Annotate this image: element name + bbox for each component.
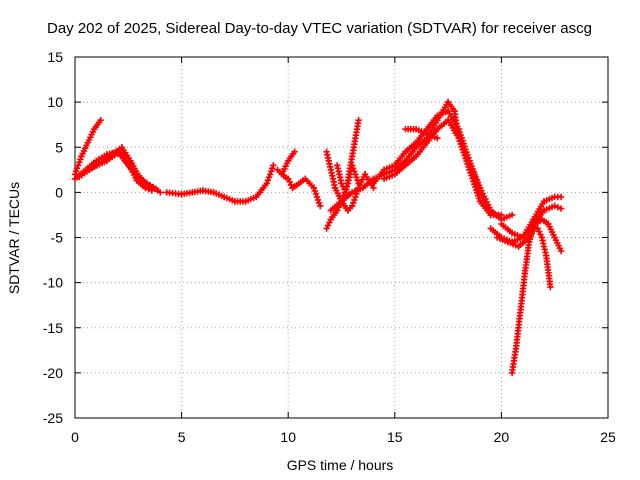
series-track-10 — [334, 117, 362, 196]
y-tick-label: -15 — [43, 320, 63, 336]
series-track-4 — [80, 144, 160, 192]
x-tick-label: 5 — [178, 429, 186, 445]
data-point — [77, 156, 84, 163]
data-point — [352, 171, 359, 178]
y-tick-label: 15 — [47, 49, 63, 65]
data-point — [557, 193, 565, 201]
y-tick-label: -10 — [43, 275, 63, 291]
data-point — [349, 202, 356, 210]
data-point — [355, 117, 362, 124]
series-track-1 — [71, 117, 104, 178]
data-point — [73, 165, 81, 172]
y-tick-label: 5 — [55, 139, 63, 155]
x-tick-label: 15 — [387, 429, 403, 445]
chart-title: Day 202 of 2025, Sidereal Day-to-day VTE… — [47, 20, 592, 37]
y-axis-label: SDTVAR / TECUs — [6, 182, 22, 294]
data-points — [71, 98, 565, 377]
data-point — [266, 171, 274, 178]
series-track-17 — [493, 216, 565, 255]
series-track-5 — [163, 162, 277, 205]
data-point — [313, 193, 321, 201]
data-point — [311, 187, 319, 195]
data-point — [508, 211, 516, 219]
data-point — [334, 165, 342, 172]
x-tick-label: 0 — [71, 429, 79, 445]
data-point — [554, 204, 562, 211]
data-point — [315, 199, 323, 207]
y-tick-label: 10 — [47, 94, 63, 110]
data-point — [267, 168, 275, 175]
x-tick-label: 25 — [600, 429, 616, 445]
data-point — [557, 205, 565, 212]
data-point — [310, 184, 317, 192]
data-point — [264, 177, 272, 184]
data-point — [148, 187, 155, 194]
data-point — [317, 202, 324, 210]
data-point — [263, 180, 271, 187]
axis-ticks: 0 5 10 15 20 25 15 10 5 0 -5 -10 -15 -20 -25 — [43, 49, 616, 445]
data-point — [270, 162, 277, 169]
data-point — [75, 162, 82, 169]
data-point — [434, 135, 441, 142]
series-track-7 — [278, 148, 298, 178]
data-point — [76, 159, 83, 166]
data-point — [352, 193, 359, 201]
data-point — [72, 168, 80, 175]
x-axis-label: GPS time / hours — [287, 457, 394, 473]
data-point — [547, 283, 554, 291]
data-point — [353, 174, 360, 181]
data-point — [269, 165, 276, 172]
y-tick-label: -25 — [43, 410, 63, 426]
y-tick-label: 0 — [55, 184, 63, 200]
y-tick-label: -20 — [43, 365, 63, 381]
data-point — [351, 196, 358, 204]
data-point — [152, 185, 160, 192]
x-tick-label: 20 — [494, 429, 510, 445]
data-point — [265, 174, 273, 181]
y-tick-label: -5 — [51, 230, 64, 246]
data-point — [97, 117, 104, 124]
series-track-13 — [380, 117, 516, 223]
series-track-18 — [508, 225, 554, 377]
series-track-14 — [402, 126, 441, 142]
data-point — [312, 190, 320, 198]
data-point — [142, 184, 149, 192]
data-point — [350, 199, 357, 207]
data-point — [157, 189, 164, 196]
x-tick-label: 10 — [280, 429, 296, 445]
data-point — [314, 196, 322, 204]
data-point — [557, 247, 565, 255]
data-point — [291, 148, 298, 155]
data-point — [327, 166, 334, 173]
